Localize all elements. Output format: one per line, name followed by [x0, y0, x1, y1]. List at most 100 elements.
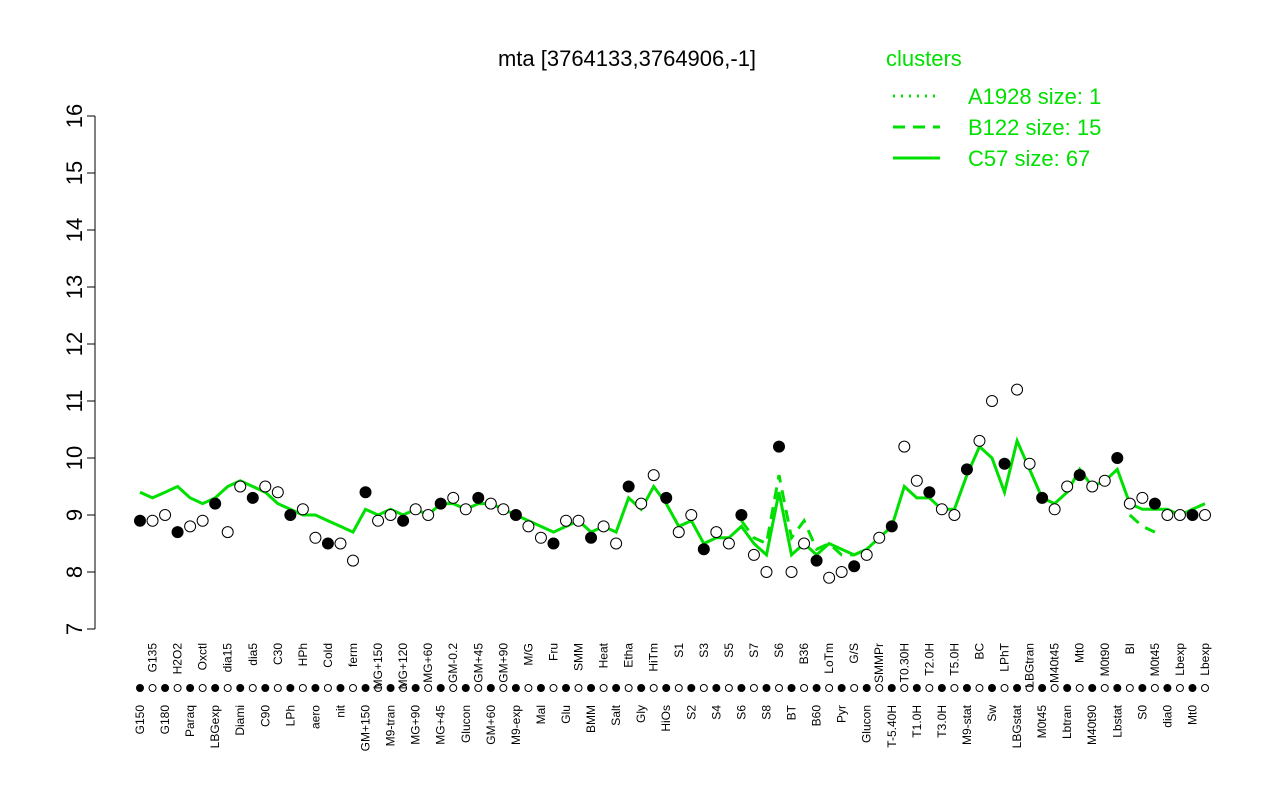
category-marker	[1013, 684, 1022, 692]
x-tick-label: G/S	[847, 643, 861, 664]
x-tick-label: S4	[709, 705, 723, 720]
category-marker	[862, 684, 871, 692]
x-tick-label: M0t45	[1035, 705, 1049, 739]
data-point	[848, 560, 861, 573]
category-marker	[574, 684, 583, 692]
x-tick-label: Mt0	[1073, 643, 1087, 663]
x-tick-label: M9-exp	[509, 705, 523, 745]
x-tick-label: S7	[747, 643, 761, 658]
data-point	[1123, 497, 1136, 510]
category-marker	[148, 684, 157, 692]
data-point	[585, 531, 598, 544]
legend-label: A1928 size: 1	[968, 84, 1101, 109]
x-tick-label: Fru	[546, 643, 560, 661]
y-tick-label: 13	[62, 275, 87, 299]
x-tick-label: H2O2	[171, 643, 185, 675]
data-point	[372, 514, 385, 527]
category-marker	[1125, 684, 1134, 692]
data-point	[998, 457, 1011, 470]
category-marker	[1088, 684, 1097, 692]
data-point	[685, 509, 698, 521]
category-marker	[198, 684, 207, 692]
data-point	[447, 491, 460, 504]
data-point	[722, 537, 735, 550]
x-tick-label: G135	[146, 643, 160, 673]
category-marker	[712, 684, 721, 692]
x-tick-label: M0t90	[1098, 643, 1112, 677]
category-marker	[1000, 684, 1009, 692]
x-tick-label: Salt	[609, 704, 623, 725]
y-tick-label: 8	[62, 566, 87, 578]
x-tick-label: HiTm	[647, 643, 661, 672]
x-tick-label: dia15	[221, 643, 235, 673]
x-tick-label: Glucon	[860, 705, 874, 743]
category-marker	[1038, 684, 1047, 692]
category-marker	[624, 684, 633, 692]
data-point	[760, 566, 773, 578]
x-tick-label: T2.0H	[922, 643, 936, 676]
data-point	[735, 509, 748, 521]
data-point	[647, 469, 660, 482]
legend-title: clusters	[886, 46, 962, 71]
category-marker	[461, 684, 470, 692]
x-tick-label: LBGstat	[1010, 704, 1024, 748]
data-point	[397, 514, 410, 527]
data-point	[509, 509, 522, 521]
category-marker	[699, 684, 708, 692]
data-point	[710, 526, 723, 539]
data-point	[1073, 469, 1086, 482]
data-point	[284, 509, 297, 521]
category-marker	[875, 684, 884, 692]
x-tick-label: M9-tran	[384, 705, 398, 746]
data-point	[835, 566, 848, 578]
data-point	[522, 520, 535, 533]
data-point	[184, 520, 197, 533]
x-tick-label: G150	[133, 705, 147, 735]
x-tick-label: Lbtran	[1060, 705, 1074, 739]
x-tick-label: S0	[1135, 705, 1149, 720]
category-marker	[511, 684, 520, 692]
data-point	[635, 497, 648, 510]
x-tick-label: LPh	[283, 705, 297, 726]
data-point	[960, 463, 973, 476]
x-tick-label: Heat	[597, 642, 611, 668]
category-marker	[1025, 684, 1034, 692]
category-marker	[687, 684, 696, 692]
category-marker	[599, 684, 608, 692]
x-tick-label: M0t45	[1148, 643, 1162, 677]
x-tick-label: T3.0H	[935, 705, 949, 738]
x-tick-label: SMMPr	[872, 643, 886, 683]
category-marker	[536, 684, 545, 692]
data-point	[359, 486, 372, 499]
x-tick-label: T-5.40H	[885, 705, 899, 748]
data-point	[1086, 480, 1099, 493]
category-marker	[787, 684, 796, 692]
y-tick-label: 12	[62, 332, 87, 356]
data-point	[1136, 491, 1149, 504]
data-point	[347, 554, 359, 567]
category-marker	[900, 684, 909, 692]
x-tick-label: GM+90	[496, 643, 510, 683]
data-point	[321, 537, 334, 550]
category-marker	[374, 684, 383, 692]
x-tick-label: LoTm	[822, 643, 836, 674]
category-marker	[549, 684, 558, 692]
category-marker	[1175, 684, 1184, 692]
y-tick-label: 7	[62, 623, 87, 635]
data-point	[898, 440, 911, 453]
data-point	[1023, 457, 1036, 470]
data-point	[873, 531, 886, 544]
x-tick-label: dia0	[1160, 705, 1174, 728]
data-point	[672, 526, 685, 539]
x-tick-label: SMM	[572, 643, 586, 671]
category-marker	[737, 684, 746, 692]
x-tick-label: S6	[734, 705, 748, 720]
data-point	[296, 503, 309, 516]
data-point	[1186, 509, 1199, 521]
data-point	[1011, 383, 1024, 396]
data-point	[384, 509, 397, 521]
data-point	[810, 554, 823, 567]
category-marker	[474, 684, 483, 692]
data-point	[785, 566, 798, 578]
